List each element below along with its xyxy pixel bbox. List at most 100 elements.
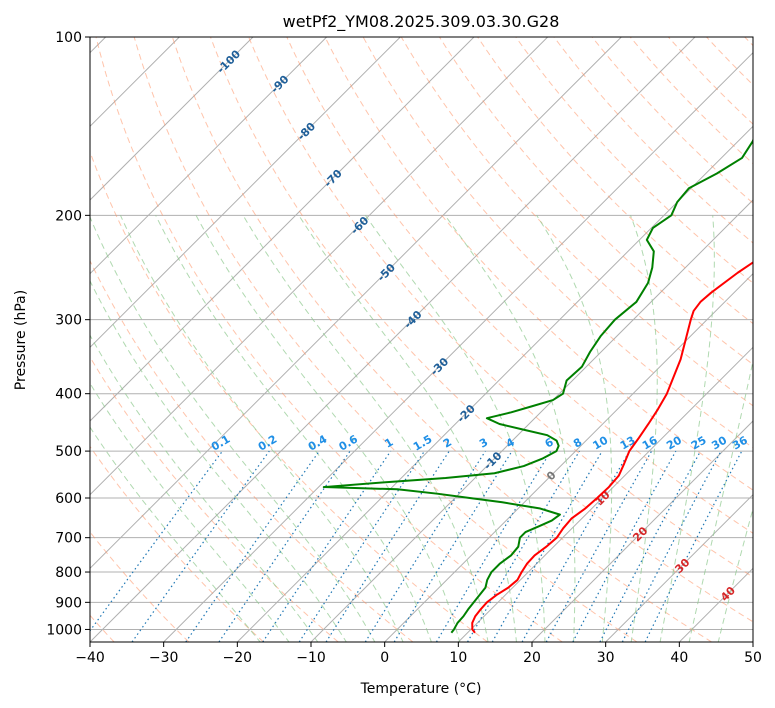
isotherm-line <box>163 51 753 642</box>
dry-adiabat <box>591 37 753 204</box>
isotherm-line <box>90 37 549 496</box>
isotherm-label: 40 <box>718 584 738 604</box>
x-tick-label: 20 <box>523 650 541 666</box>
x-tick-label: 50 <box>744 650 762 666</box>
x-tick-label: −30 <box>149 650 179 666</box>
isotherm-line <box>457 346 753 642</box>
mixing-ratio-line <box>90 450 223 632</box>
x-axis-label: Temperature (°C) <box>360 681 482 697</box>
dry-adiabat <box>439 37 753 366</box>
x-tick-label: 40 <box>670 650 688 666</box>
mixing-ratio-line <box>393 450 513 642</box>
chart-title: wetPf2_YM08.2025.309.03.30.G28 <box>283 12 560 32</box>
x-tick-label: 10 <box>449 650 467 666</box>
isotherm-line <box>90 37 475 422</box>
moist-adiabat <box>536 215 613 642</box>
mixing-ratio-label: 30 <box>709 433 729 452</box>
dry-adiabat <box>90 150 488 642</box>
dry-adiabat <box>744 37 753 47</box>
mixing-ratio-line <box>218 450 351 642</box>
mixing-ratio-line <box>364 450 486 642</box>
mixing-ratio-line <box>599 450 702 642</box>
mixing-ratio-line <box>521 450 631 642</box>
mixing-ratio-line <box>572 450 677 642</box>
y-tick-label: 400 <box>55 387 82 403</box>
isotherm-line <box>678 567 753 642</box>
isotherm-label: -100 <box>215 47 244 76</box>
mixing-ratio-label: 25 <box>689 434 709 453</box>
moist-adiabat <box>444 215 576 642</box>
y-tick-label: 300 <box>55 313 82 329</box>
dry-adiabat <box>668 37 753 125</box>
y-tick-label: 900 <box>55 595 82 611</box>
isotherm-line <box>605 493 753 642</box>
moist-adiabat <box>195 215 461 642</box>
moist-adiabat <box>90 279 347 642</box>
temperature-profile <box>471 261 753 634</box>
mixing-ratio-label: 1.5 <box>411 433 434 454</box>
y-axis: 100 200 300 400 500 600 700 800 900 1000 <box>46 30 90 638</box>
mixing-ratio-line <box>545 450 653 642</box>
mixing-ratio-label: 8 <box>571 436 584 451</box>
isotherm-line <box>752 641 753 642</box>
isotherm-label: -20 <box>455 402 478 425</box>
dry-adiabat <box>171 37 712 642</box>
mixing-ratio-line <box>644 450 743 642</box>
moist-adiabat <box>155 215 432 642</box>
isotherm-line <box>90 37 622 570</box>
moist-adiabat <box>364 215 546 642</box>
isotherm-line <box>90 37 254 201</box>
moist-adiabat <box>688 358 753 642</box>
y-tick-label: 800 <box>55 565 82 581</box>
x-tick-label: −20 <box>223 650 253 666</box>
moist-adiabat <box>90 334 319 642</box>
mixing-ratio-label: 3 <box>477 436 490 451</box>
mixing-ratio-line <box>185 450 320 642</box>
plot-frame <box>89 36 754 643</box>
isotherm-line <box>384 272 753 642</box>
y-tick-label: 600 <box>55 491 82 507</box>
dry-adiabat <box>248 37 753 578</box>
isotherm-line <box>531 420 753 642</box>
mixing-ratio-line <box>131 450 270 642</box>
mixing-ratio-label: 0.2 <box>256 433 279 454</box>
moist-adiabat <box>90 382 290 642</box>
mixing-ratio-label: 0.1 <box>209 433 232 454</box>
isotherm-label: -70 <box>322 167 345 190</box>
y-tick-label: 200 <box>55 208 82 224</box>
x-tick-label: −40 <box>75 650 105 666</box>
mixing-ratio-label: 0.4 <box>306 432 330 453</box>
mixing-ratio-line <box>262 450 392 642</box>
dry-adiabat <box>477 37 753 325</box>
isotherm-label: -80 <box>295 120 318 143</box>
profile-lines <box>322 137 753 634</box>
moist-adiabat <box>659 215 715 642</box>
moist-adiabat <box>120 215 404 642</box>
background-lines <box>90 37 753 642</box>
mixing-ratio-line <box>466 450 580 642</box>
dry-adiabat <box>324 37 753 491</box>
dry-adiabat <box>95 37 563 642</box>
x-tick-label: 0 <box>380 650 389 666</box>
x-tick-label: 30 <box>597 650 615 666</box>
x-axis: −40 −30 −20 −10 0 10 20 30 40 50 <box>75 642 762 666</box>
moist-adiabat <box>242 215 489 642</box>
isotherm-label: -50 <box>375 261 398 284</box>
isotherm-line <box>90 37 401 349</box>
dry-adiabat <box>133 37 638 642</box>
mixing-ratio-label: 16 <box>640 433 660 452</box>
y-axis-label: Pressure (hPa) <box>13 290 29 390</box>
dry-adiabat <box>90 356 339 642</box>
mixing-ratio-line <box>325 450 450 642</box>
mixing-ratio-label: 36 <box>730 433 750 452</box>
isotherm-line <box>90 37 696 642</box>
dry-adiabat <box>210 37 753 623</box>
mixing-ratio-line <box>298 450 425 642</box>
mixing-ratio-label: 10 <box>591 433 611 452</box>
moist-adiabat <box>630 215 658 642</box>
x-tick-label: −10 <box>296 650 326 666</box>
dry-adiabat <box>706 37 753 86</box>
mixing-ratio-label: 6 <box>543 435 556 450</box>
